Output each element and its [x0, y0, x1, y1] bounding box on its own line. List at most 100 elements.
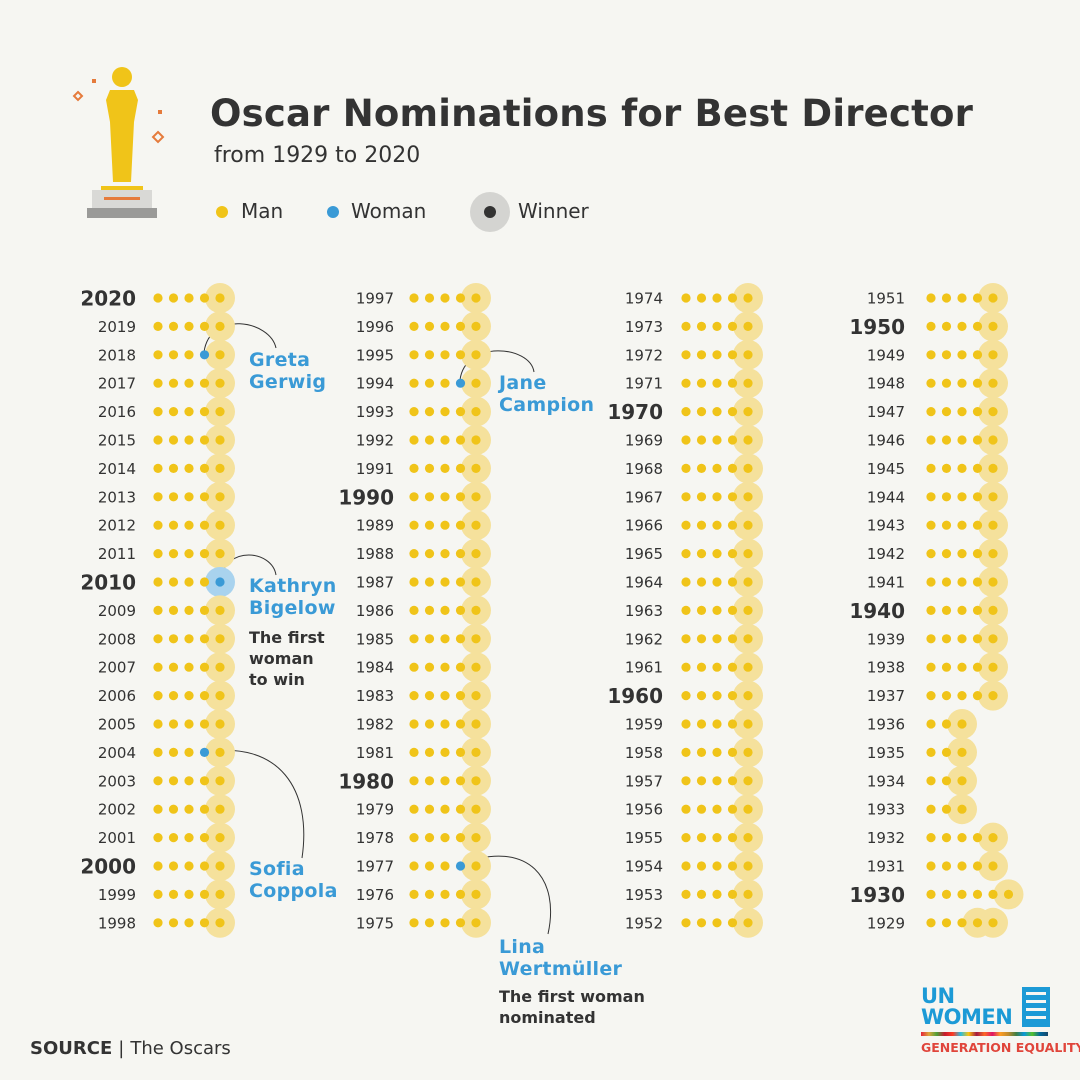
man-nominee-dot-1962 — [743, 634, 753, 644]
year-label-1976: 1976 — [356, 886, 394, 904]
oscar-statuette-icon — [72, 67, 165, 218]
man-nominee-dot-1977 — [424, 861, 435, 871]
man-nominee-dot-1963 — [696, 605, 707, 616]
man-nominee-dot-1957 — [681, 776, 691, 786]
man-nominee-dot-2020 — [199, 293, 210, 303]
man-nominee-dot-1952 — [743, 918, 753, 928]
man-nominee-dot-1973 — [743, 321, 753, 331]
man-nominee-dot-1989 — [471, 520, 481, 530]
man-nominee-dot-2001 — [184, 833, 194, 843]
man-nominee-dot-2014 — [153, 463, 163, 473]
man-nominee-dot-1968 — [727, 463, 738, 473]
leader-jane — [459, 350, 535, 381]
man-nominee-dot-1969 — [727, 435, 738, 445]
man-nominee-dot-1999 — [215, 889, 225, 900]
year-label-1948: 1948 — [867, 375, 905, 393]
year-label-1964: 1964 — [625, 574, 663, 592]
year-label-1993: 1993 — [356, 403, 394, 421]
year-label-1981: 1981 — [356, 744, 394, 762]
man-nominee-dot-1955 — [681, 833, 691, 843]
man-nominee-dot-1995 — [455, 350, 466, 360]
woman-nominee-dot-2018 — [199, 350, 210, 360]
man-nominee-dot-1962 — [681, 634, 691, 644]
man-nominee-dot-1999 — [199, 889, 210, 900]
man-nominee-dot-1981 — [409, 747, 419, 758]
man-nominee-dot-1992 — [455, 435, 466, 445]
man-nominee-dot-2020 — [215, 293, 225, 303]
man-nominee-dot-2010 — [168, 577, 179, 587]
man-nominee-dot-2001 — [199, 833, 210, 843]
man-nominee-dot-1976 — [409, 889, 419, 900]
man-nominee-dot-2013 — [184, 492, 194, 502]
man-nominee-dot-2003 — [184, 776, 194, 786]
man-nominee-dot-1990 — [424, 492, 435, 502]
man-nominee-dot-2006 — [168, 691, 179, 701]
leader-greta — [203, 323, 277, 353]
man-nominee-dot-1965 — [712, 549, 722, 559]
man-nominee-dot-1993 — [455, 407, 466, 417]
man-nominee-dot-1962 — [727, 634, 738, 644]
man-nominee-dot-2017 — [199, 378, 210, 388]
man-nominee-dot-1979 — [471, 804, 481, 814]
logo-bars-icon — [1022, 987, 1050, 1027]
man-nominee-dot-1950 — [941, 321, 952, 331]
man-nominee-dot-1991 — [409, 463, 419, 473]
man-nominee-dot-1998 — [184, 918, 194, 928]
man-nominee-dot-1999 — [184, 889, 194, 900]
man-nominee-dot-1939 — [988, 634, 998, 644]
man-nominee-dot-1978 — [440, 833, 450, 843]
man-nominee-dot-1947 — [972, 407, 983, 417]
man-nominee-dot-1966 — [696, 520, 707, 530]
year-label-1973: 1973 — [625, 318, 663, 336]
year-label-1997: 1997 — [356, 290, 394, 308]
man-nominee-dot-1932 — [926, 833, 936, 843]
man-nominee-dot-1940 — [988, 605, 998, 616]
man-nominee-dot-2017 — [168, 378, 179, 388]
man-nominee-dot-1992 — [424, 435, 435, 445]
man-nominee-dot-1982 — [424, 719, 435, 729]
man-nominee-dot-1979 — [424, 804, 435, 814]
man-nominee-dot-1948 — [926, 378, 936, 388]
woman-nominee-dot-2004 — [199, 747, 210, 758]
man-nominee-dot-1937 — [957, 691, 967, 701]
man-nominee-dot-2004 — [153, 747, 163, 758]
year-label-1944: 1944 — [867, 488, 905, 506]
man-nominee-dot-2000 — [199, 861, 210, 871]
generation-equality-label: GENERATION EQUALITY — [921, 1040, 1080, 1055]
annotation-jane-campion: Jane Campion — [499, 372, 595, 416]
man-nominee-dot-1929 — [988, 918, 998, 928]
year-label-2017: 2017 — [98, 375, 136, 393]
man-nominee-dot-1940 — [972, 605, 983, 616]
nominations-dot-chart: 2020 2019 2018 2017 2016 2015 2014 2013 2012 2011… — [80, 283, 1024, 938]
man-nominee-dot-1975 — [471, 918, 481, 928]
man-nominee-dot-1988 — [424, 549, 435, 559]
man-nominee-dot-2016 — [153, 407, 163, 417]
man-nominee-dot-1949 — [941, 350, 952, 360]
man-nominee-dot-1961 — [712, 662, 722, 672]
man-nominee-dot-2004 — [184, 747, 194, 758]
man-nominee-dot-1953 — [712, 889, 722, 900]
man-nominee-dot-1970 — [727, 407, 738, 417]
annotation-sofia-coppola: Sofia Coppola — [249, 858, 338, 902]
man-nominee-dot-1994 — [440, 378, 450, 388]
man-nominee-dot-1947 — [988, 407, 998, 417]
man-nominee-dot-1965 — [743, 549, 753, 559]
man-nominee-dot-2013 — [168, 492, 179, 502]
man-nominee-dot-1999 — [153, 889, 163, 900]
man-nominee-dot-1978 — [424, 833, 435, 843]
man-nominee-dot-1934 — [941, 776, 952, 786]
man-nominee-dot-1977 — [471, 861, 481, 871]
year-label-2014: 2014 — [98, 460, 136, 478]
man-nominee-dot-1987 — [440, 577, 450, 587]
man-nominee-dot-2014 — [168, 463, 179, 473]
year-label-2000: 2000 — [80, 855, 136, 879]
man-nominee-dot-1984 — [440, 662, 450, 672]
man-nominee-dot-1972 — [743, 350, 753, 360]
man-nominee-dot-1960 — [727, 691, 738, 701]
man-nominee-dot-1998 — [215, 918, 225, 928]
man-nominee-dot-2012 — [184, 520, 194, 530]
man-nominee-dot-1979 — [455, 804, 466, 814]
man-nominee-dot-1973 — [712, 321, 722, 331]
man-nominee-dot-1983 — [424, 691, 435, 701]
man-nominee-dot-1929 — [926, 918, 936, 928]
